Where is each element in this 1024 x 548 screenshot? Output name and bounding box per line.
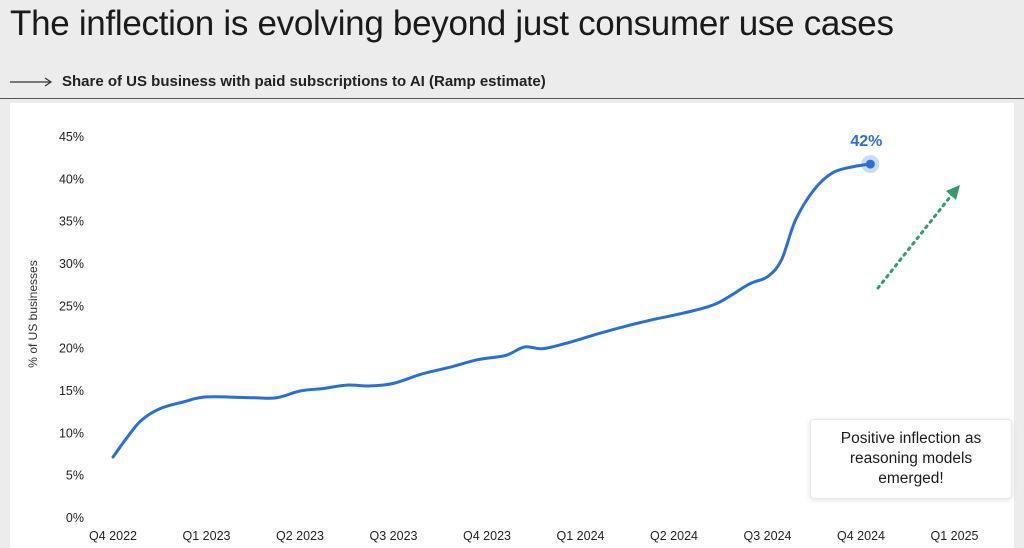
y-tick-label: 15%	[59, 384, 84, 398]
y-tick-label: 5%	[66, 469, 84, 483]
chart-subtitle: Share of US business with paid subscript…	[62, 73, 546, 90]
y-tick-label: 45%	[59, 130, 84, 144]
series-line	[111, 162, 872, 459]
x-tick-label: Q1 2025	[931, 529, 979, 543]
y-tick-label: 40%	[59, 172, 84, 186]
end-point-label: 42%	[850, 133, 882, 150]
x-tick-label: Q4 2022	[89, 529, 137, 543]
x-tick-label: Q1 2023	[183, 529, 231, 543]
x-axis: Q4 2022 Q1 2023 Q2 2023 Q3 2023 Q4 2023 Q1 20…	[89, 529, 979, 543]
header-divider	[0, 98, 1024, 99]
annotation-text: Positive inflection as reasoning models …	[840, 430, 982, 487]
x-tick-label: Q3 2023	[370, 529, 418, 543]
page-title: The inflection is evolving beyond just c…	[10, 4, 894, 43]
y-tick-label: 25%	[59, 299, 84, 313]
annotation-callout: Positive inflection as reasoning models …	[810, 419, 1012, 499]
x-tick-label: Q4 2023	[463, 529, 511, 543]
y-axis-label: % of US businesses	[26, 260, 40, 367]
end-point-marker	[865, 159, 875, 169]
line-chart: 0% 5% 10% 15% 20% 25% 30% 35% 40% 45% Q4 2022 Q1 2…	[26, 130, 979, 543]
y-tick-label: 20%	[59, 342, 84, 356]
x-tick-label: Q1 2024	[557, 529, 605, 543]
chart-card: 0% 5% 10% 15% 20% 25% 30% 35% 40% 45% Q4 2022 Q1 2…	[10, 103, 1014, 548]
x-tick-label: Q4 2024	[837, 529, 885, 543]
chart-subtitle-row: Share of US business with paid subscript…	[10, 73, 546, 90]
x-tick-label: Q2 2024	[650, 529, 698, 543]
y-tick-label: 30%	[59, 257, 84, 271]
arrow-right-icon	[10, 77, 53, 86]
y-tick-label: 35%	[59, 215, 84, 229]
x-tick-label: Q2 2023	[276, 529, 324, 543]
x-tick-label: Q3 2024	[744, 529, 792, 543]
y-tick-label: 10%	[59, 426, 84, 440]
y-tick-label: 0%	[66, 511, 84, 525]
y-axis: 0% 5% 10% 15% 20% 25% 30% 35% 40% 45%	[59, 130, 84, 525]
trend-arrow-icon	[876, 185, 960, 290]
